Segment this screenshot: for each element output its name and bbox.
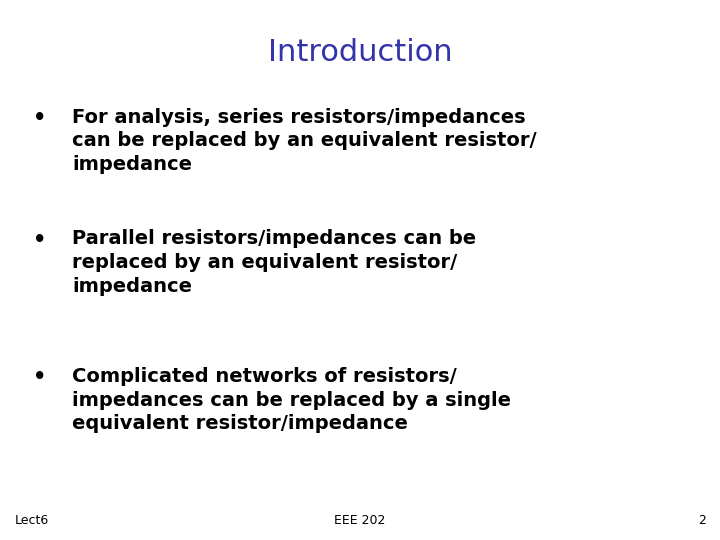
Text: •: •: [33, 230, 46, 249]
Text: Introduction: Introduction: [268, 38, 452, 67]
Text: For analysis, series resistors/impedances
can be replaced by an equivalent resis: For analysis, series resistors/impedance…: [72, 108, 536, 174]
Text: EEE 202: EEE 202: [334, 514, 386, 526]
Text: Lect6: Lect6: [14, 514, 49, 526]
Text: •: •: [33, 108, 46, 128]
Text: •: •: [33, 367, 46, 387]
Text: Parallel resistors/impedances can be
replaced by an equivalent resistor/
impedan: Parallel resistors/impedances can be rep…: [72, 230, 476, 295]
Text: Complicated networks of resistors/
impedances can be replaced by a single
equiva: Complicated networks of resistors/ imped…: [72, 367, 511, 433]
Text: 2: 2: [698, 514, 706, 526]
